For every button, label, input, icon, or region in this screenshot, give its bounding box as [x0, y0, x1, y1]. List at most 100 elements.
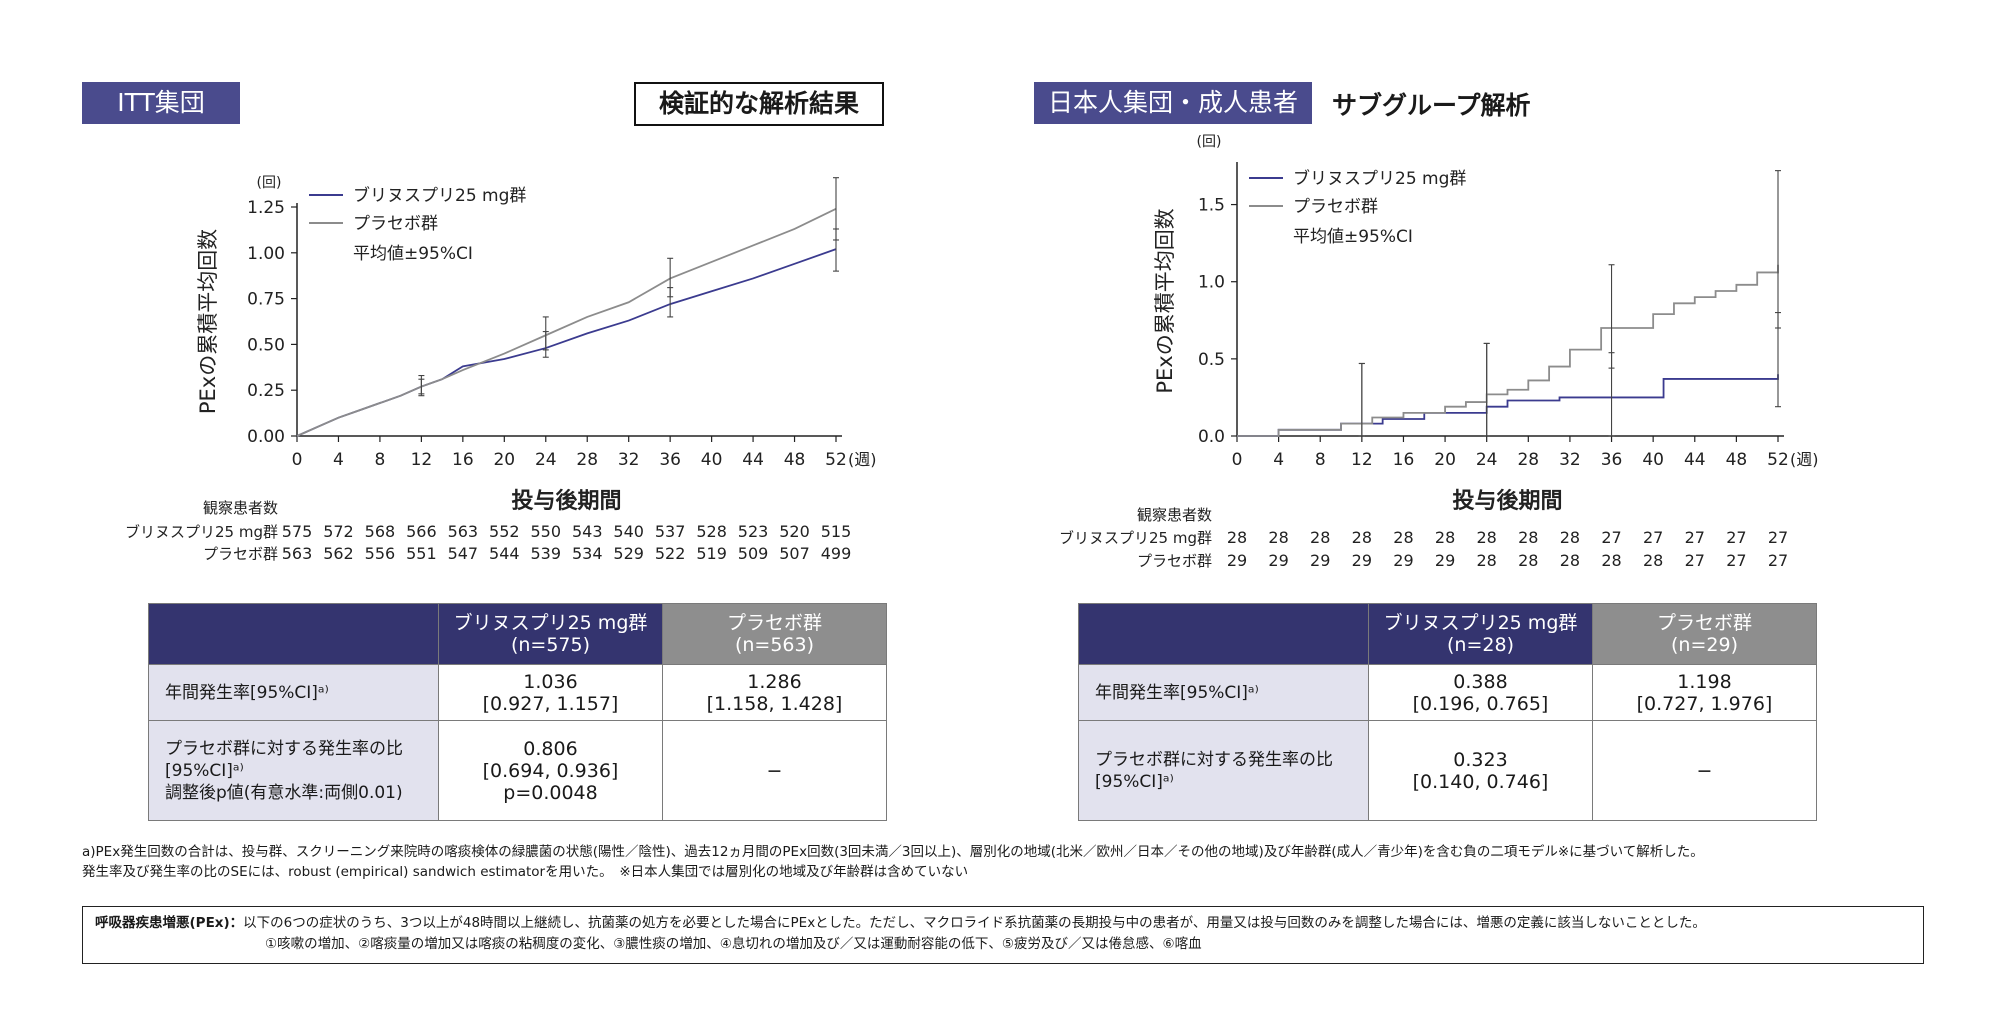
at-risk-count: 28 [1352, 528, 1372, 547]
at-risk-count: 523 [738, 522, 769, 541]
x-tick-label: 52 [825, 450, 847, 470]
x-tick-label: 28 [576, 450, 598, 470]
y-axis-title: PExの累積平均回数 [196, 229, 220, 414]
x-tick-label: 24 [535, 450, 557, 470]
row-label-annual-rate: 年間発生率[95%CI]ᵃ⁾ [1078, 664, 1369, 721]
at-risk-count: 28 [1268, 528, 1288, 547]
at-risk-count: 529 [613, 544, 644, 563]
footnote-line-2: 発生率及び発生率の比のSEには、robust (empirical) sandw… [82, 864, 969, 880]
y-unit-label: (回) [1197, 134, 1222, 150]
table-header-drug: ブリヌスプリ25 mg群 (n=28) [1368, 603, 1593, 665]
x-tick-label: 40 [1642, 450, 1664, 470]
x-tick-label: 12 [411, 450, 433, 470]
cell-placebo-annual-rate: 1.286 [1.158, 1.428] [662, 664, 887, 721]
at-risk-count: 28 [1518, 551, 1538, 570]
series-line-drug [296, 248, 837, 437]
at-risk-count: 519 [696, 544, 727, 563]
at-risk-count: 29 [1310, 551, 1330, 570]
at-risk-count: 27 [1768, 528, 1788, 547]
cell-drug-rate-ratio: 0.323 [0.140, 0.746] [1368, 720, 1593, 821]
table-header-placebo: プラセボ群 (n=29) [1592, 603, 1817, 665]
y-tick-label: 1.00 [247, 244, 285, 264]
at-risk-count: 552 [489, 522, 520, 541]
at-risk-count: 568 [365, 522, 396, 541]
at-risk-count: 540 [613, 522, 644, 541]
at-risk-count: 544 [489, 544, 520, 563]
table-header-empty [148, 603, 439, 665]
x-tick-label: 44 [1684, 450, 1706, 470]
footnote: a)PEx発生回数の合計は、投与群、スクリーニング来院時の喀痰検体の緑膿菌の状態… [82, 842, 1704, 882]
subgroup-analysis-title: サブグループ解析 [1332, 91, 1531, 120]
table-header-empty [1078, 603, 1369, 665]
at-risk-count: 29 [1393, 551, 1413, 570]
y-tick-label: 0.0 [1198, 427, 1225, 447]
at-risk-count: 28 [1643, 551, 1663, 570]
at-risk-title: 観察患者数 [1137, 506, 1212, 524]
at-risk-row-label: プラセボ群 [1137, 552, 1212, 570]
at-risk-count: 27 [1685, 551, 1705, 570]
x-tick-label: 4 [1273, 450, 1284, 470]
at-risk-count: 509 [738, 544, 769, 563]
at-risk-count: 547 [448, 544, 479, 563]
at-risk-count: 27 [1643, 528, 1663, 547]
table-header-drug: ブリヌスプリ25 mg群 (n=575) [438, 603, 663, 665]
x-tick-label: 4 [333, 450, 344, 470]
x-tick-label: 28 [1517, 450, 1539, 470]
x-tick-label: 12 [1351, 450, 1373, 470]
at-risk-count: 539 [530, 544, 561, 563]
cell-placebo-annual-rate: 1.198 [0.727, 1.976] [1592, 664, 1817, 721]
cell-drug-annual-rate: 1.036 [0.927, 1.157] [438, 664, 663, 721]
at-risk-count: 515 [821, 522, 852, 541]
x-unit-label: (週) [1790, 450, 1819, 469]
x-tick-label: 44 [742, 450, 764, 470]
at-risk-count: 28 [1477, 551, 1497, 570]
legend-label: プラセボ群 [1293, 197, 1378, 217]
at-risk-count: 27 [1768, 551, 1788, 570]
row-label-rate-ratio: プラセボ群に対する発生率の比 [95%CI]ᵃ⁾ [1078, 720, 1369, 821]
at-risk-count: 27 [1685, 528, 1705, 547]
x-tick-label: 24 [1476, 450, 1498, 470]
x-tick-label: 36 [659, 450, 681, 470]
y-tick-label: 0.50 [247, 335, 285, 355]
table-header-placebo: プラセボ群 (n=563) [662, 603, 887, 665]
footnote-line-1: a)PEx発生回数の合計は、投与群、スクリーニング来院時の喀痰検体の緑膿菌の状態… [82, 844, 1704, 860]
at-risk-row-label: ブリヌスプリ25 mg群 [1059, 529, 1212, 547]
legend-label: ブリヌスプリ25 mg群 [353, 185, 526, 206]
x-axis-title: 投与後期間 [511, 488, 621, 514]
at-risk-count: 522 [655, 544, 686, 563]
confirmatory-analysis-title: 検証的な解析結果 [634, 82, 884, 126]
at-risk-count: 28 [1560, 551, 1580, 570]
at-risk-count: 543 [572, 522, 603, 541]
at-risk-count: 534 [572, 544, 603, 563]
y-unit-label: (回) [257, 175, 282, 191]
x-tick-label: 36 [1601, 450, 1623, 470]
at-risk-count: 528 [696, 522, 727, 541]
at-risk-count: 563 [282, 544, 313, 563]
definition-line-1: 以下の6つの症状のうち、3つ以上が48時間以上継続し、抗菌薬の処方を必要とした場… [243, 915, 1706, 931]
at-risk-row-label: ブリヌスプリ25 mg群 [125, 523, 278, 541]
at-risk-count: 28 [1435, 528, 1455, 547]
cell-drug-annual-rate: 0.388 [0.196, 0.765] [1368, 664, 1593, 721]
x-tick-label: 48 [1726, 450, 1748, 470]
row-label-annual-rate: 年間発生率[95%CI]ᵃ⁾ [148, 664, 439, 721]
at-risk-row-label: プラセボ群 [203, 545, 278, 563]
at-risk-count: 537 [655, 522, 686, 541]
at-risk-count: 28 [1560, 528, 1580, 547]
at-risk-count: 28 [1518, 528, 1538, 547]
at-risk-count: 28 [1601, 551, 1621, 570]
x-tick-label: 16 [1393, 450, 1415, 470]
at-risk-count: 29 [1268, 551, 1288, 570]
x-tick-label: 0 [292, 450, 303, 470]
at-risk-count: 556 [365, 544, 396, 563]
y-tick-label: 1.25 [247, 198, 285, 218]
y-tick-label: 0.25 [247, 381, 285, 401]
right-results-table: ブリヌスプリ25 mg群 (n=28) プラセボ群 (n=29) 年間発生率[95%… [1078, 603, 1817, 821]
y-tick-label: 0.5 [1198, 350, 1225, 370]
at-risk-count: 572 [323, 522, 354, 541]
at-risk-count: 551 [406, 544, 437, 563]
x-tick-label: 32 [1559, 450, 1581, 470]
itt-population-tag: ITT集団 [82, 82, 240, 124]
y-tick-label: 0.00 [247, 427, 285, 447]
x-tick-label: 20 [493, 450, 515, 470]
at-risk-count: 28 [1227, 528, 1247, 547]
